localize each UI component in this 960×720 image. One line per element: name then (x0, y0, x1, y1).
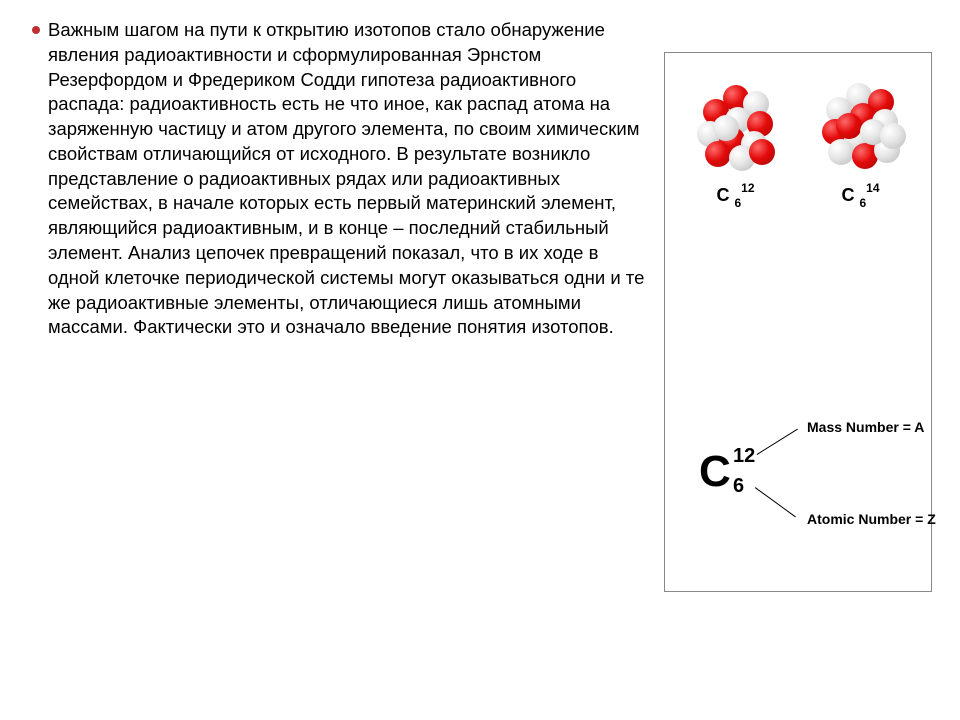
paragraph-text: Важным шагом на пути к открытию изотопов… (48, 18, 652, 340)
isotope-label: C 614 (841, 183, 879, 209)
atomic-annotation: Atomic Number = Z (807, 511, 936, 527)
notation-element: C (699, 447, 730, 497)
notation-mass: 12 (733, 445, 755, 468)
bullet-icon (32, 26, 40, 34)
nucleus (814, 79, 908, 173)
isotope-row: C 612 C 614 (665, 53, 931, 209)
slide-content: Важным шагом на пути к открытию изотопов… (0, 0, 960, 610)
proton-icon (836, 113, 862, 139)
neutron-icon (713, 115, 739, 141)
mass-leader-line (757, 429, 798, 456)
bullet-item: Важным шагом на пути к открытию изотопов… (32, 18, 652, 340)
proton-icon (705, 141, 731, 167)
isotope: C 612 (689, 79, 783, 209)
isotope: C 614 (814, 79, 908, 209)
mass-annotation: Mass Number = A (807, 419, 924, 435)
nucleus (689, 79, 783, 173)
notation-area: C 12 6 Mass Number = A Atomic Number = Z (679, 401, 919, 561)
isotope-figure: C 612C 614 C 12 6 Mass Number = A Atomic… (664, 52, 932, 592)
proton-icon (749, 139, 775, 165)
notation-z: 6 (733, 475, 744, 498)
isotope-label: C 612 (716, 183, 754, 209)
neutron-icon (828, 139, 854, 165)
atomic-leader-line (755, 487, 796, 518)
neutron-icon (880, 123, 906, 149)
text-column: Важным шагом на пути к открытию изотопов… (32, 18, 652, 592)
